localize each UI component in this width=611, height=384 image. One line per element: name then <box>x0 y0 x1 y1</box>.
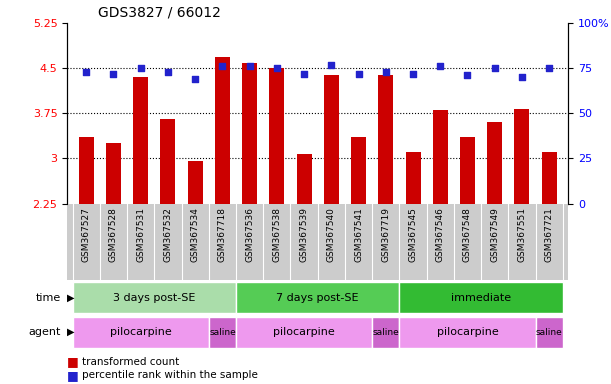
Text: immediate: immediate <box>451 293 511 303</box>
Point <box>109 71 119 77</box>
Point <box>81 69 91 75</box>
Text: GSM367718: GSM367718 <box>218 207 227 262</box>
Bar <box>433 110 448 204</box>
Text: agent: agent <box>29 327 61 337</box>
Text: GSM367545: GSM367545 <box>409 207 417 262</box>
Text: GSM367541: GSM367541 <box>354 207 363 262</box>
Bar <box>188 161 203 204</box>
Point <box>517 74 527 80</box>
Bar <box>73 316 209 348</box>
Point <box>272 65 282 71</box>
Point <box>326 61 336 68</box>
Text: GSM367536: GSM367536 <box>245 207 254 262</box>
Text: 7 days post-SE: 7 days post-SE <box>276 293 359 303</box>
Bar <box>487 122 502 204</box>
Bar <box>536 316 563 348</box>
Text: saline: saline <box>209 328 236 337</box>
Text: GSM367539: GSM367539 <box>299 207 309 262</box>
Bar <box>269 68 284 204</box>
Text: percentile rank within the sample: percentile rank within the sample <box>82 370 258 381</box>
Bar <box>236 282 400 313</box>
Point <box>163 69 173 75</box>
Text: time: time <box>36 293 61 303</box>
Point <box>299 71 309 77</box>
Point <box>354 71 364 77</box>
Bar <box>133 77 148 204</box>
Bar <box>106 143 121 204</box>
Text: GSM367531: GSM367531 <box>136 207 145 262</box>
Bar <box>324 75 339 204</box>
Bar <box>406 152 420 204</box>
Bar <box>400 316 536 348</box>
Point <box>544 65 554 71</box>
Bar <box>542 152 557 204</box>
Bar <box>242 63 257 204</box>
Text: saline: saline <box>536 328 563 337</box>
Text: GSM367534: GSM367534 <box>191 207 200 262</box>
Text: saline: saline <box>373 328 399 337</box>
Text: GSM367551: GSM367551 <box>518 207 527 262</box>
Text: ■: ■ <box>67 369 79 382</box>
Point <box>218 63 227 70</box>
Text: GSM367540: GSM367540 <box>327 207 336 262</box>
Bar <box>378 75 393 204</box>
Bar <box>460 137 475 204</box>
Text: pilocarpine: pilocarpine <box>273 327 335 337</box>
Point <box>190 76 200 82</box>
Text: GSM367532: GSM367532 <box>164 207 172 262</box>
Text: GSM367546: GSM367546 <box>436 207 445 262</box>
Bar <box>161 119 175 204</box>
Text: GSM367719: GSM367719 <box>381 207 390 262</box>
Point <box>245 63 255 70</box>
Bar <box>514 109 529 204</box>
Bar <box>79 137 93 204</box>
Text: pilocarpine: pilocarpine <box>110 327 172 337</box>
Text: GSM367538: GSM367538 <box>273 207 282 262</box>
Bar <box>351 137 366 204</box>
Bar <box>400 282 563 313</box>
Point <box>436 63 445 70</box>
Bar <box>372 316 400 348</box>
Point <box>381 69 390 75</box>
Text: GSM367528: GSM367528 <box>109 207 118 262</box>
Bar <box>236 316 372 348</box>
Bar <box>215 57 230 204</box>
Point <box>136 65 145 71</box>
Text: ■: ■ <box>67 355 79 368</box>
Point <box>463 72 472 78</box>
Text: ▶: ▶ <box>67 327 74 337</box>
Bar <box>209 316 236 348</box>
Text: GSM367527: GSM367527 <box>82 207 91 262</box>
Point <box>408 71 418 77</box>
Text: transformed count: transformed count <box>82 356 180 367</box>
Bar <box>296 154 312 204</box>
Text: 3 days post-SE: 3 days post-SE <box>113 293 196 303</box>
Text: pilocarpine: pilocarpine <box>437 327 499 337</box>
Text: GSM367549: GSM367549 <box>490 207 499 262</box>
Text: GSM367548: GSM367548 <box>463 207 472 262</box>
Point <box>490 65 500 71</box>
Text: GDS3827 / 66012: GDS3827 / 66012 <box>98 5 221 19</box>
Text: ▶: ▶ <box>67 293 74 303</box>
Text: GSM367721: GSM367721 <box>544 207 554 262</box>
Bar <box>73 282 236 313</box>
